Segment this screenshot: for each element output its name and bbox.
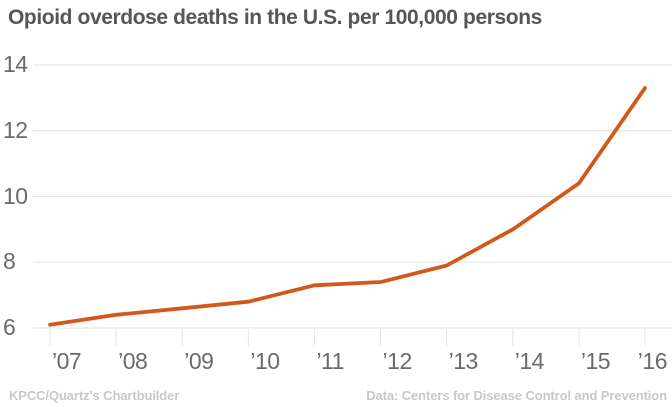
x-axis-tick-label: ’07 — [52, 348, 82, 374]
y-axis-tick-label: 14 — [3, 51, 28, 78]
x-axis-tick-label: ’08 — [118, 348, 148, 374]
y-axis-tick-label: 8 — [3, 248, 16, 275]
y-axis-tick-label: 6 — [3, 314, 16, 341]
footer-credit: KPCC/Quartz's Chartbuilder — [9, 388, 180, 403]
x-axis-tick-label: ’11 — [316, 348, 344, 374]
x-axis-tick-label: ’16 — [637, 348, 668, 374]
x-axis-tick-label: ’14 — [514, 348, 545, 374]
x-axis-tick-label: ’13 — [448, 348, 479, 374]
x-axis-tick-label: ’15 — [580, 348, 611, 374]
footer-source: Data: Centers for Disease Control and Pr… — [366, 388, 667, 403]
y-axis-tick-label: 12 — [3, 116, 28, 143]
x-axis-tick-label: ’12 — [382, 348, 413, 374]
x-axis-tick-label: ’09 — [184, 348, 214, 374]
y-axis-tick-label: 10 — [3, 182, 28, 209]
chart-title: Opioid overdose deaths in the U.S. per 1… — [8, 6, 542, 29]
x-axis-tick-label: ’10 — [250, 348, 280, 374]
series-line — [48, 86, 647, 327]
